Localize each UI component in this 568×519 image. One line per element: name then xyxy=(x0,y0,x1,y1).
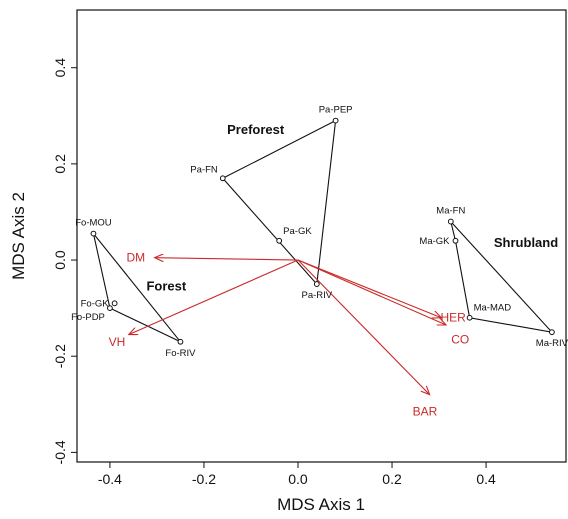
group-label-shrubland: Shrubland xyxy=(494,235,558,250)
vector-label-dm: DM xyxy=(126,251,145,265)
y-tick-label: 0.4 xyxy=(52,58,68,78)
y-axis-title: MDS Axis 2 xyxy=(9,192,28,280)
vector-co xyxy=(297,259,446,325)
site-label-pa-gk: Pa-GK xyxy=(283,226,312,237)
site-point-fo-riv xyxy=(177,338,184,345)
site-point-ma-mad xyxy=(466,314,473,321)
y-tick-label: 0.2 xyxy=(52,154,68,174)
site-labels: Fo-MOU Fo-GK Fo-PDP Fo-RIV Pa-FN Pa-PEP Pa-GK P… xyxy=(71,105,568,359)
plot-frame xyxy=(76,9,567,463)
hull-forest xyxy=(92,233,181,343)
axes: -0.4 -0.2 0.0 0.2 0.4 -0.4 -0.2 0.0 0.2 0.4 xyxy=(52,58,496,487)
site-label-pa-pep: Pa-PEP xyxy=(319,105,353,116)
vector-her xyxy=(297,259,441,318)
x-axis-title: MDS Axis 1 xyxy=(277,495,365,514)
x-tick-label: -0.2 xyxy=(192,471,216,487)
site-point-fo-pdp xyxy=(107,305,113,312)
site-point-ma-fn xyxy=(447,218,454,225)
site-point-fo-mou xyxy=(90,230,97,237)
y-tick-label: -0.2 xyxy=(52,344,68,368)
site-points xyxy=(90,117,555,345)
x-tick-label: 0.4 xyxy=(476,471,496,487)
site-label-ma-gk: Ma-GK xyxy=(419,236,450,247)
site-label-ma-riv: Ma-RIV xyxy=(536,338,568,349)
site-point-fo-gk xyxy=(111,300,118,307)
site-label-pa-fn: Pa-FN xyxy=(190,164,218,175)
site-label-fo-mou: Fo-MOU xyxy=(75,218,112,229)
environmental-vectors: DM VH HER CO BAR xyxy=(109,251,470,419)
x-tick-label: -0.4 xyxy=(98,471,122,487)
vector-vh xyxy=(129,259,299,335)
site-point-pa-pep xyxy=(332,117,339,124)
site-point-ma-riv xyxy=(548,329,555,336)
site-point-pa-fn xyxy=(219,175,226,182)
vector-label-vh: VH xyxy=(109,335,126,349)
vector-bar xyxy=(297,259,430,395)
site-label-fo-riv: Fo-RIV xyxy=(165,348,196,359)
site-label-pa-riv: Pa-RIV xyxy=(301,290,332,301)
hull-preforest xyxy=(221,119,337,286)
vector-label-bar: BAR xyxy=(413,405,438,419)
site-label-ma-mad: Ma-MAD xyxy=(474,303,512,314)
site-label-ma-fn: Ma-FN xyxy=(436,206,465,217)
site-point-pa-riv xyxy=(313,281,320,287)
vector-label-her: HER xyxy=(440,311,466,325)
site-label-fo-gk: Fo-GK xyxy=(81,298,110,309)
group-label-preforest: Preforest xyxy=(227,122,285,137)
x-tick-label: 0.2 xyxy=(382,471,402,487)
vector-dm xyxy=(155,258,298,260)
site-label-fo-pdp: Fo-PDP xyxy=(71,312,105,323)
y-tick-label: 0.0 xyxy=(52,250,68,270)
group-label-forest: Forest xyxy=(146,278,186,293)
site-point-ma-gk xyxy=(452,237,459,244)
x-tick-label: 0.0 xyxy=(288,471,308,487)
site-point-pa-gk xyxy=(276,237,283,244)
y-tick-label: -0.4 xyxy=(52,440,68,464)
vector-label-co: CO xyxy=(451,332,469,346)
